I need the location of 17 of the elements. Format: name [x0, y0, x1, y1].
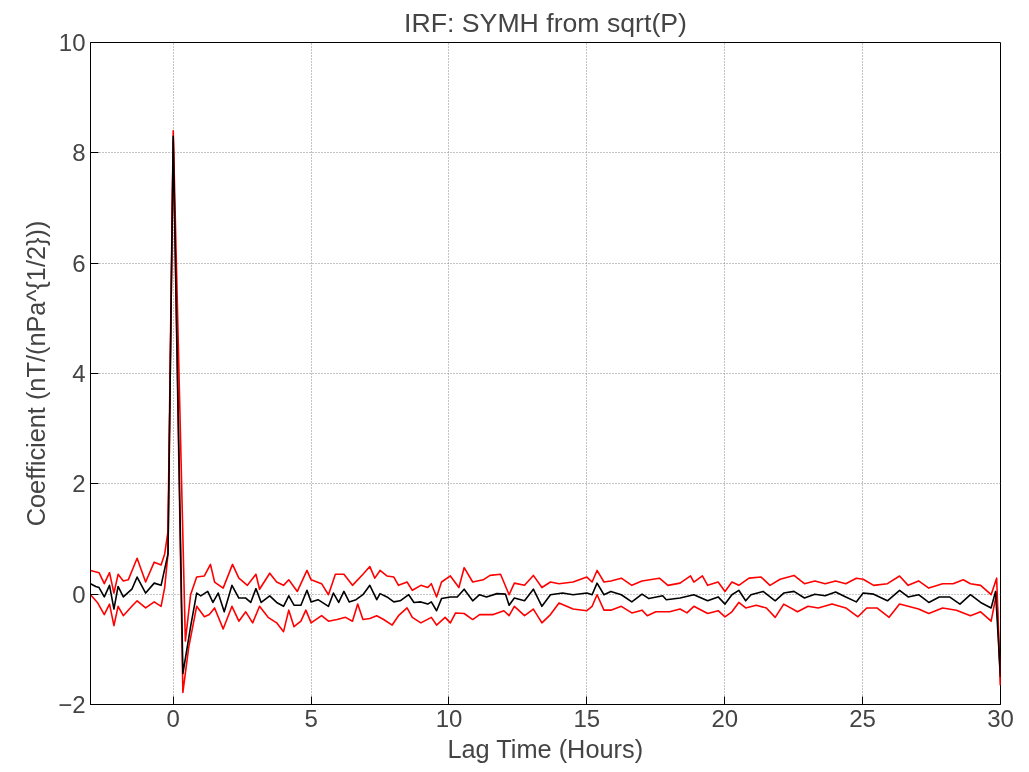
- y-tick-label: 4: [72, 360, 86, 387]
- x-tick-label: 20: [711, 704, 739, 732]
- x-tick-label: 0: [166, 704, 180, 732]
- x-tick-label: 5: [304, 704, 318, 732]
- y-tick-label: 8: [72, 139, 86, 167]
- y-axis-title: Coefficient (nT/(nPa^{1/2})): [22, 220, 51, 527]
- x-tick-label: 10: [435, 704, 463, 732]
- x-axis-title: Lag Time (Hours): [447, 734, 644, 763]
- y-tick-label: 10: [58, 29, 86, 56]
- x-tick-label: 15: [573, 704, 601, 732]
- y-tick-label: 0: [72, 580, 86, 608]
- y-tick-label: 6: [72, 249, 86, 277]
- y-tick-label: −2: [58, 691, 86, 718]
- chart-title: IRF: SYMH from sqrt(P): [404, 7, 687, 38]
- x-tick-label: 25: [849, 704, 876, 732]
- y-tick-label: 2: [72, 470, 86, 498]
- x-tick-label: 30: [987, 704, 1014, 732]
